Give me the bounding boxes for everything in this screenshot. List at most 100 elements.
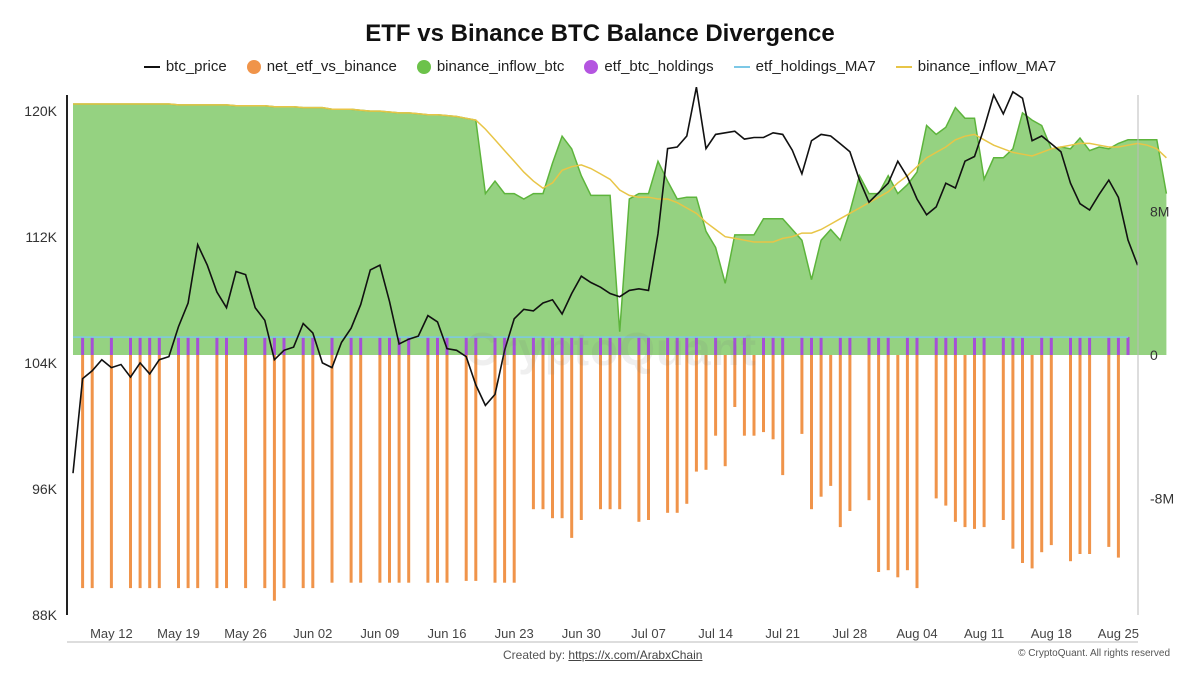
x-axis-tick-label: Jun 09 <box>360 626 399 641</box>
etf-holdings-bar <box>838 337 842 355</box>
etf-holdings-bar <box>800 337 804 355</box>
net-etf-bar <box>819 355 823 497</box>
legend-item-btc-price[interactable]: btc_price <box>143 58 227 75</box>
x-axis-tick-label: May 19 <box>157 626 200 641</box>
net-etf-bar <box>1069 355 1072 562</box>
net-etf-bar <box>503 355 507 583</box>
etf-holdings-bar <box>272 337 276 355</box>
net-etf-bar <box>771 355 775 440</box>
net-etf-bar <box>512 355 516 583</box>
net-etf-bar <box>579 355 583 520</box>
net-etf-bar <box>349 355 353 583</box>
net-etf-bar <box>915 355 919 589</box>
net-etf-bar <box>551 355 554 519</box>
etf-holdings-bar <box>407 337 411 355</box>
chart-title: ETF vs Binance BTC Balance Divergence <box>365 20 835 47</box>
x-axis-tick-label: Aug 11 <box>964 626 1004 641</box>
etf-holdings-bar <box>148 337 152 355</box>
etf-holdings-bar <box>944 337 948 355</box>
etf-holdings-bar <box>263 337 267 355</box>
legend-dot-swatch <box>246 59 261 74</box>
net-etf-bar <box>877 355 881 572</box>
watermark: CryptoQuant <box>465 323 758 375</box>
net-etf-bar <box>666 355 670 513</box>
net-etf-bar <box>138 355 142 589</box>
net-etf-bar <box>225 355 228 589</box>
net-etf-bar <box>81 355 85 589</box>
legend-item-etf-holdings-ma7[interactable]: etf_holdings_MA7 <box>733 58 876 75</box>
net-etf-bar <box>436 355 439 583</box>
etf-holdings-bar <box>397 337 401 355</box>
net-etf-bar <box>1030 355 1034 569</box>
etf-holdings-bar <box>378 337 382 355</box>
left-axis-tick-label: 120K <box>24 103 57 119</box>
net-etf-bar <box>762 355 765 433</box>
net-etf-bar <box>129 355 132 589</box>
etf-holdings-bar <box>953 337 957 355</box>
etf-holdings-bar <box>608 337 612 355</box>
etf-holdings-bar <box>905 337 909 355</box>
etf-holdings-bar <box>771 337 775 355</box>
etf-holdings-bar <box>848 337 852 355</box>
etf-holdings-bar <box>1001 337 1005 355</box>
net-etf-bar <box>1088 355 1092 554</box>
net-etf-bar <box>215 355 219 589</box>
net-etf-bar <box>886 355 890 571</box>
net-etf-bar <box>311 355 315 589</box>
etf-holdings-bar <box>359 337 363 355</box>
created-by: Created by: https://x.com/ArabxChain <box>503 648 702 662</box>
x-axis-tick-label: Jul 28 <box>833 626 868 641</box>
net-etf-bar <box>944 355 948 506</box>
net-etf-bar <box>810 355 813 510</box>
etf-holdings-bar <box>1078 337 1082 355</box>
etf-holdings-bar <box>531 337 535 355</box>
etf-holdings-bar <box>157 337 161 355</box>
net-etf-bar <box>263 355 267 589</box>
net-etf-bar <box>963 355 967 528</box>
right-axis-tick-label: 0 <box>1150 347 1158 363</box>
net-etf-bar <box>829 355 833 486</box>
legend-line-swatch <box>895 65 912 68</box>
etf-holdings-bar <box>1116 337 1120 355</box>
x-axis-tick-label: Jun 23 <box>495 626 534 641</box>
x-axis-tick-label: Jul 14 <box>698 626 733 641</box>
net-etf-bar <box>675 355 679 513</box>
legend-item-binance-inflow-btc[interactable]: binance_inflow_btc <box>416 58 565 75</box>
etf-holdings-bar <box>1021 337 1024 355</box>
legend-item-net-etf-vs-binance[interactable]: net_etf_vs_binance <box>246 58 397 75</box>
legend-dot-swatch <box>416 59 431 74</box>
net-etf-bar <box>953 355 957 522</box>
legend-label: binance_inflow_btc <box>436 58 565 75</box>
binance-inflow-area <box>73 104 1167 355</box>
net-etf-bar <box>848 355 852 511</box>
x-axis-tick-label: Jul 21 <box>765 626 800 641</box>
author-link[interactable]: https://x.com/ArabxChain <box>568 648 703 662</box>
etf-holdings-bar <box>877 337 881 355</box>
net-etf-bar <box>896 355 900 578</box>
etf-holdings-bar <box>129 337 132 355</box>
net-etf-bar <box>733 355 737 407</box>
net-etf-bar <box>272 355 276 601</box>
net-etf-bar <box>177 355 180 589</box>
etf-holdings-bar <box>244 337 248 355</box>
etf-holdings-bar <box>493 337 497 355</box>
etf-holdings-bar <box>551 337 554 355</box>
net-etf-bar <box>330 355 334 583</box>
etf-holdings-bar <box>1126 337 1130 355</box>
etf-holdings-bar <box>138 337 142 355</box>
net-etf-bar <box>90 355 94 589</box>
etf-holdings-bar <box>282 337 286 355</box>
etf-holdings-bar <box>666 337 670 355</box>
legend-item-etf-btc-holdings[interactable]: etf_btc_holdings <box>584 58 714 75</box>
etf-holdings-bar <box>311 337 315 355</box>
net-etf-bar <box>301 355 305 589</box>
net-etf-bar <box>781 355 785 476</box>
legend-label: binance_inflow_MA7 <box>917 58 1057 75</box>
legend-item-binance-inflow-ma7[interactable]: binance_inflow_MA7 <box>895 58 1057 75</box>
legend-line-swatch <box>143 65 160 68</box>
etf-holdings-bar <box>570 337 574 355</box>
net-etf-bar <box>1021 355 1024 563</box>
net-etf-bar <box>560 355 564 519</box>
net-etf-bar <box>752 355 756 436</box>
etf-holdings-bar <box>474 337 478 355</box>
